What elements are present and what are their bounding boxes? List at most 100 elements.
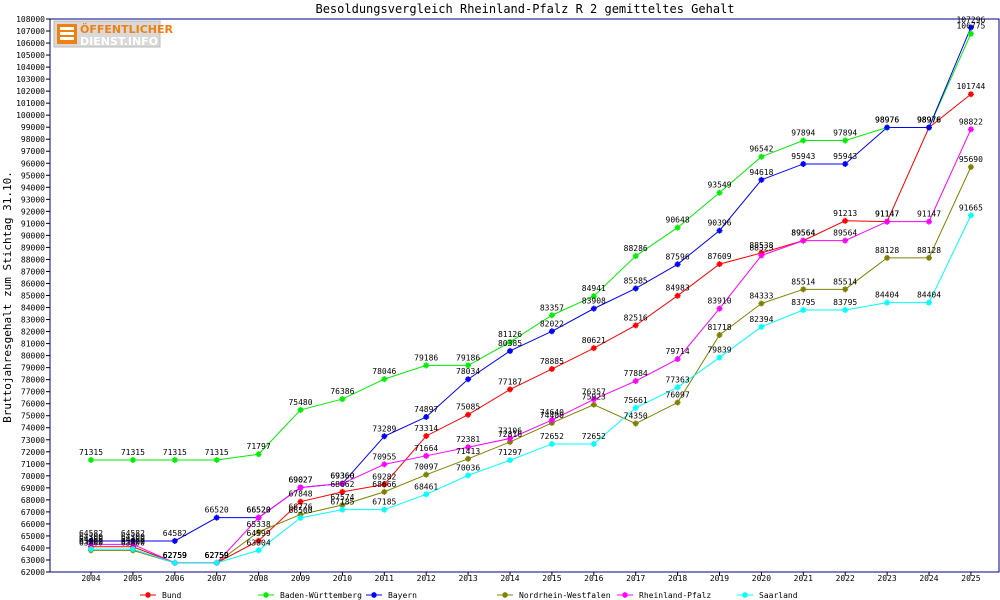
data-label: 76357 — [582, 387, 606, 396]
data-point — [507, 386, 513, 393]
data-label: 88286 — [624, 244, 648, 253]
data-label: 62759 — [205, 551, 229, 560]
x-tick-label: 2024 — [919, 574, 938, 583]
data-point — [842, 217, 849, 224]
data-point — [716, 305, 723, 312]
data-point — [129, 541, 136, 548]
legend-label: Baden-Württemberg — [280, 591, 362, 600]
data-point — [381, 376, 388, 383]
data-point — [339, 480, 346, 487]
x-tick-label: 2007 — [207, 574, 226, 583]
data-point — [465, 472, 472, 479]
data-point — [507, 347, 513, 354]
y-tick-label: 79000 — [21, 364, 45, 373]
data-point — [926, 124, 932, 131]
data-label: 70955 — [372, 452, 396, 461]
data-label: 63800 — [121, 538, 145, 547]
legend-marker — [622, 592, 628, 598]
y-tick-label: 95000 — [21, 171, 45, 180]
data-point — [423, 452, 430, 459]
data-point — [423, 413, 430, 420]
data-label: 91147 — [875, 210, 899, 219]
y-tick-label: 90000 — [21, 231, 45, 240]
x-tick-label: 2006 — [165, 574, 184, 583]
data-point — [507, 435, 513, 442]
data-label: 98822 — [959, 117, 983, 126]
data-label: 66500 — [288, 506, 312, 515]
data-point — [842, 160, 849, 167]
data-label: 69360 — [330, 472, 354, 481]
x-tick-label: 2022 — [836, 574, 855, 583]
data-label: 75661 — [624, 396, 648, 405]
data-label: 91147 — [875, 210, 899, 219]
data-label: 84404 — [917, 291, 941, 300]
x-tick-label: 2016 — [584, 574, 603, 583]
logo-line-1: ÖFFENTLICHER — [80, 22, 173, 36]
data-point — [967, 212, 974, 219]
data-point — [548, 312, 555, 319]
data-label: 98976 — [875, 115, 899, 124]
data-label: 78046 — [372, 367, 396, 376]
x-tick-label: 2011 — [375, 574, 394, 583]
y-tick-label: 80000 — [21, 352, 45, 361]
legend-label: Rheinland-Pfalz — [639, 591, 711, 600]
data-point — [674, 356, 681, 363]
data-point — [884, 218, 891, 225]
data-label: 77363 — [666, 375, 690, 384]
y-tick-label: 93000 — [21, 195, 45, 204]
data-label: 95943 — [791, 152, 815, 161]
x-tick-label: 2004 — [81, 574, 100, 583]
y-tick-label: 75000 — [21, 412, 45, 421]
data-label: 83910 — [707, 297, 731, 306]
legend-label: Nordrhein-Westfalen — [519, 591, 611, 600]
data-label: 71797 — [247, 442, 271, 451]
data-label: 98976 — [917, 115, 941, 124]
data-label: 88128 — [875, 246, 899, 255]
y-tick-label: 102000 — [16, 87, 45, 96]
data-label: 63900 — [79, 537, 103, 546]
data-point — [632, 420, 639, 427]
data-point — [548, 328, 555, 335]
x-tick-label: 2018 — [668, 574, 687, 583]
data-point — [171, 559, 178, 566]
data-point — [632, 378, 639, 385]
data-point — [632, 322, 639, 329]
data-point — [590, 396, 597, 403]
y-tick-label: 103000 — [16, 75, 45, 84]
data-label: 74897 — [414, 405, 438, 414]
data-label: 101744 — [956, 82, 985, 91]
data-label: 74640 — [540, 408, 564, 417]
data-point — [758, 153, 765, 160]
data-point — [255, 537, 262, 544]
data-label: 62759 — [163, 551, 187, 560]
data-label: 62759 — [205, 551, 229, 560]
data-label: 84333 — [749, 292, 773, 301]
data-label: 69027 — [288, 476, 312, 485]
data-point — [297, 498, 304, 505]
data-label: 85514 — [791, 277, 815, 286]
data-label: 93549 — [707, 181, 731, 190]
data-label: 84404 — [875, 291, 899, 300]
data-point — [716, 354, 723, 361]
data-label: 73314 — [414, 424, 438, 433]
y-tick-label: 106000 — [16, 39, 45, 48]
data-label: 81126 — [498, 330, 522, 339]
data-point — [213, 514, 220, 521]
data-point — [590, 440, 597, 447]
data-point — [926, 254, 932, 261]
data-point — [926, 218, 932, 225]
data-label: 71664 — [414, 444, 438, 453]
data-label: 62759 — [205, 551, 229, 560]
data-label: 63804 — [247, 538, 271, 547]
data-label: 75085 — [456, 403, 480, 412]
data-label: 82022 — [540, 319, 564, 328]
data-label: 84941 — [582, 284, 606, 293]
data-label: 98976 — [875, 115, 899, 124]
data-point — [800, 306, 807, 313]
data-label: 62759 — [163, 551, 187, 560]
data-label: 71315 — [205, 448, 229, 457]
data-label: 95943 — [833, 152, 857, 161]
data-label: 76386 — [330, 387, 354, 396]
data-label: 88128 — [917, 246, 941, 255]
